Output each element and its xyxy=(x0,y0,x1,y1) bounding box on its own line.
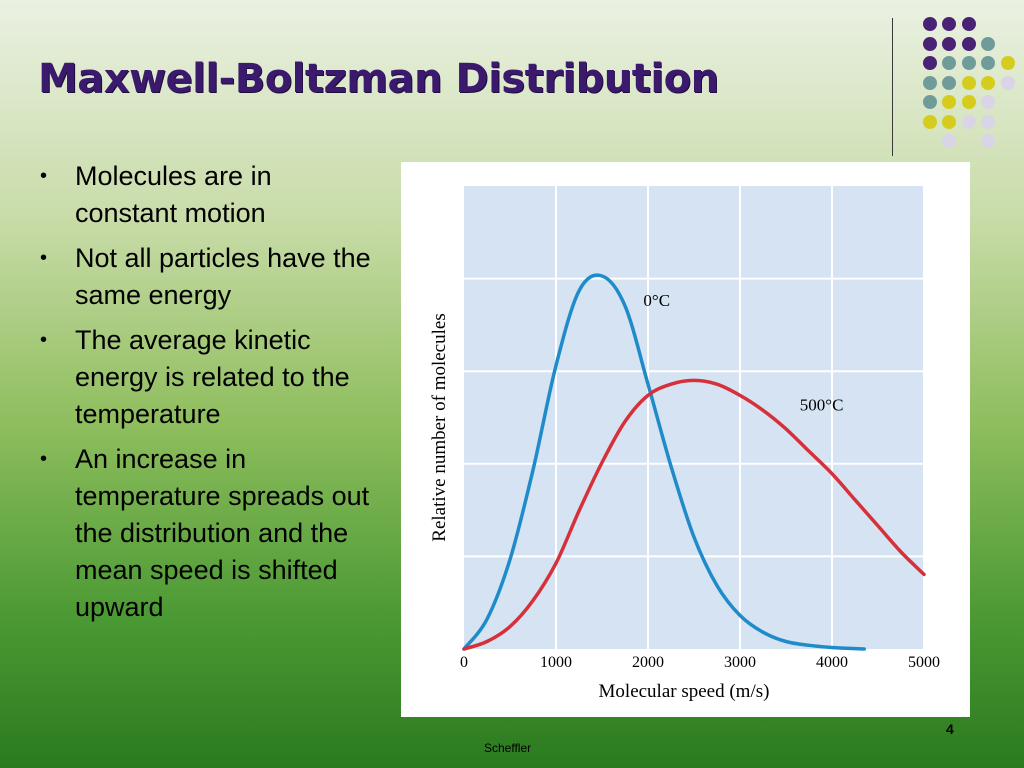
chart-svg: 0 1000 2000 3000 4000 5000 Molecular speed (m/… xyxy=(429,186,940,702)
x-tick-label: 3000 xyxy=(724,654,756,671)
bullet-item: • Molecules are in constant motion xyxy=(40,158,375,232)
decorative-dot xyxy=(961,95,976,109)
decorative-dot xyxy=(961,56,976,70)
decorative-dot xyxy=(922,17,937,31)
bullet-text: The average kinetic energy is related to… xyxy=(75,325,350,429)
slide-title: Maxwell-Boltzman Distribution xyxy=(38,56,719,102)
bullet-list: • Molecules are in constant motion • Not a… xyxy=(40,158,375,634)
bullet-item: • The average kinetic energy is related t… xyxy=(40,322,375,433)
x-tick-label: 0 xyxy=(460,654,468,671)
bullet-text: Not all particles have the same energy xyxy=(75,243,371,310)
y-axis-label: Relative number of molecules xyxy=(429,313,450,541)
plot-area xyxy=(464,186,924,649)
decorative-dot xyxy=(942,114,956,129)
bullet-text: An increase in temperature spreads out t… xyxy=(75,444,370,622)
decorative-dot xyxy=(981,75,995,90)
x-tick-label: 1000 xyxy=(540,654,572,671)
decorative-dot xyxy=(942,95,956,109)
decorative-dot xyxy=(1000,75,1015,90)
bullet-item: • An increase in temperature spreads out … xyxy=(40,441,375,626)
decorative-dot xyxy=(942,56,956,70)
decorative-dot xyxy=(942,36,956,51)
series-label: 500°C xyxy=(800,395,844,414)
decorative-dot xyxy=(942,17,956,31)
x-tick-label: 4000 xyxy=(816,654,848,671)
footer-author: Scheffler xyxy=(484,741,532,755)
bullet-icon: • xyxy=(40,448,48,470)
bullet-text: Molecules are in constant motion xyxy=(75,161,272,228)
decorative-dot xyxy=(981,114,995,129)
decorative-dot xyxy=(942,134,956,148)
x-tick-label: 2000 xyxy=(632,654,664,671)
header-divider-line xyxy=(892,18,893,156)
decorative-dot xyxy=(981,56,995,70)
decorative-dot xyxy=(961,75,976,90)
decorative-dot xyxy=(922,95,937,109)
decorative-dot xyxy=(922,75,937,90)
decorative-dot xyxy=(1000,56,1015,70)
bullet-icon: • xyxy=(40,165,48,187)
decorative-dot xyxy=(981,95,995,109)
x-axis-label: Molecular speed (m/s) xyxy=(599,681,770,702)
page-number: 4 xyxy=(946,721,954,737)
bullet-item: • Not all particles have the same energy xyxy=(40,240,375,314)
bullet-icon: • xyxy=(40,247,48,269)
decorative-dot xyxy=(922,36,937,51)
decorative-dot xyxy=(942,75,956,90)
decorative-dot xyxy=(961,17,976,31)
decorative-dot xyxy=(981,36,995,51)
decorative-dot xyxy=(961,36,976,51)
series-line-0 xyxy=(462,273,866,651)
series-line-1 xyxy=(462,378,926,651)
x-tick-label: 5000 xyxy=(908,654,940,671)
decorative-dot xyxy=(961,114,976,129)
series-label: 0°C xyxy=(643,291,670,310)
decorative-dot xyxy=(981,134,995,148)
distribution-chart: 0 1000 2000 3000 4000 5000 Molecular speed (m/… xyxy=(401,162,970,717)
decorative-dot xyxy=(922,56,937,70)
bullet-icon: • xyxy=(40,329,48,351)
decorative-dot xyxy=(922,114,937,129)
